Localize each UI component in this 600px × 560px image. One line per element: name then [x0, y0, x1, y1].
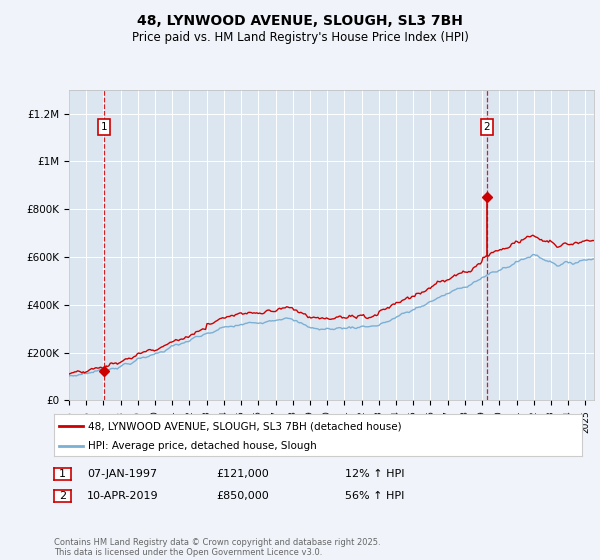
Text: 12% ↑ HPI: 12% ↑ HPI — [345, 469, 404, 479]
Text: 2: 2 — [484, 122, 490, 132]
Text: HPI: Average price, detached house, Slough: HPI: Average price, detached house, Slou… — [88, 441, 317, 451]
Text: Contains HM Land Registry data © Crown copyright and database right 2025.
This d: Contains HM Land Registry data © Crown c… — [54, 538, 380, 557]
Text: 48, LYNWOOD AVENUE, SLOUGH, SL3 7BH (detached house): 48, LYNWOOD AVENUE, SLOUGH, SL3 7BH (det… — [88, 421, 402, 431]
Text: £850,000: £850,000 — [216, 491, 269, 501]
Text: 56% ↑ HPI: 56% ↑ HPI — [345, 491, 404, 501]
Text: 1: 1 — [59, 469, 66, 479]
Text: 1: 1 — [101, 122, 107, 132]
Text: 07-JAN-1997: 07-JAN-1997 — [87, 469, 157, 479]
Text: 10-APR-2019: 10-APR-2019 — [87, 491, 158, 501]
Text: 48, LYNWOOD AVENUE, SLOUGH, SL3 7BH: 48, LYNWOOD AVENUE, SLOUGH, SL3 7BH — [137, 14, 463, 28]
Text: 2: 2 — [59, 491, 66, 501]
Text: £121,000: £121,000 — [216, 469, 269, 479]
Text: Price paid vs. HM Land Registry's House Price Index (HPI): Price paid vs. HM Land Registry's House … — [131, 31, 469, 44]
